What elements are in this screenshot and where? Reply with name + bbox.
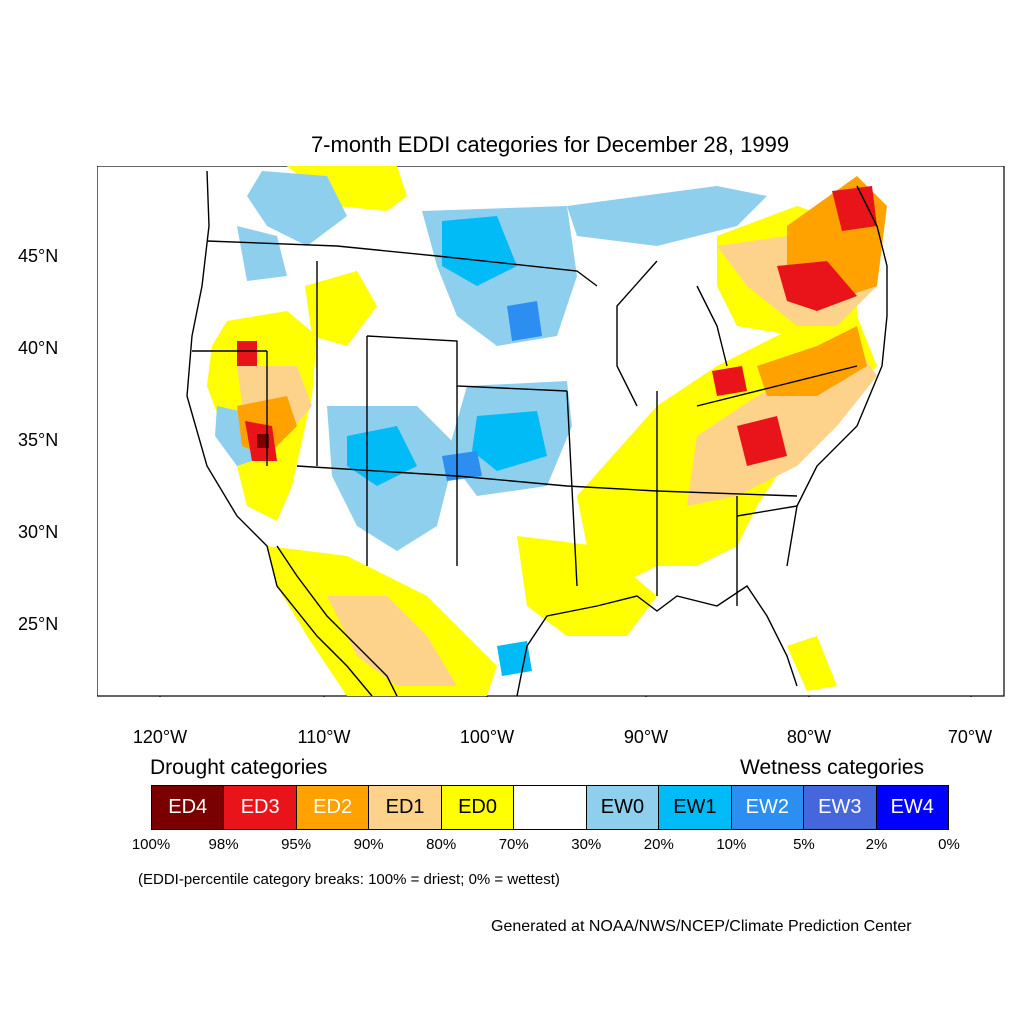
legend-cell-ed0: ED0 [441, 786, 515, 829]
percentile-label: 70% [498, 836, 529, 853]
legend-cell-ew0: EW0 [586, 786, 660, 829]
credit-line: Generated at NOAA/NWS/NCEP/Climate Predi… [491, 918, 912, 935]
percentile-label: 90% [353, 836, 384, 853]
percentile-label: 30% [571, 836, 602, 853]
legend-cell-ew2: EW2 [731, 786, 805, 829]
legend-cell-ew1: EW1 [659, 786, 732, 829]
map-title: 7-month EDDI categories for December 28,… [310, 132, 790, 157]
percentile-label: 20% [643, 836, 674, 853]
percentile-label: 10% [716, 836, 747, 853]
percentile-label: 80% [426, 836, 457, 853]
drought-heading: Drought categories [150, 756, 328, 779]
eddi-map [97, 166, 1005, 697]
lon-label-70: 70°W [947, 727, 993, 747]
wetness-heading: Wetness categories [740, 756, 925, 779]
legend-cell-ed3: ED3 [224, 786, 297, 829]
lat-label-30: 30°N [18, 522, 59, 542]
lat-label-35: 35°N [18, 430, 59, 450]
lon-label-120: 120°W [132, 727, 188, 747]
percentile-label: 95% [281, 836, 312, 853]
category-note: (EDDI-percentile category breaks: 100% =… [138, 871, 560, 888]
legend-cell-ew3: EW3 [804, 786, 877, 829]
lon-label-80: 80°W [786, 727, 832, 747]
lat-label-25: 25°N [18, 614, 59, 634]
lon-label-90: 90°W [623, 727, 669, 747]
percentile-label: 5% [793, 836, 815, 853]
legend-cell-ed2: ED2 [296, 786, 370, 829]
coastlines-and-borders [186, 170, 888, 697]
category-legend: ED4 ED3 ED2 ED1 ED0 EW0 EW1 EW2 EW3 EW4 [151, 785, 949, 830]
legend-cell-ed4: ED4 [152, 786, 225, 829]
lon-label-100: 100°W [459, 727, 515, 747]
percentile-label: 0% [938, 836, 960, 853]
percentile-label: 2% [865, 836, 888, 853]
legend-cell-ew4: EW4 [876, 786, 948, 829]
legend-cell-neutral [514, 786, 587, 829]
percentile-label: 98% [208, 836, 239, 853]
lon-label-110: 110°W [297, 727, 351, 747]
percentile-label: 100% [131, 836, 171, 853]
category-patches [207, 166, 887, 696]
lat-label-40: 40°N [18, 338, 59, 358]
legend-cell-ed1: ED1 [369, 786, 442, 829]
lat-label-45: 45°N [18, 246, 59, 266]
